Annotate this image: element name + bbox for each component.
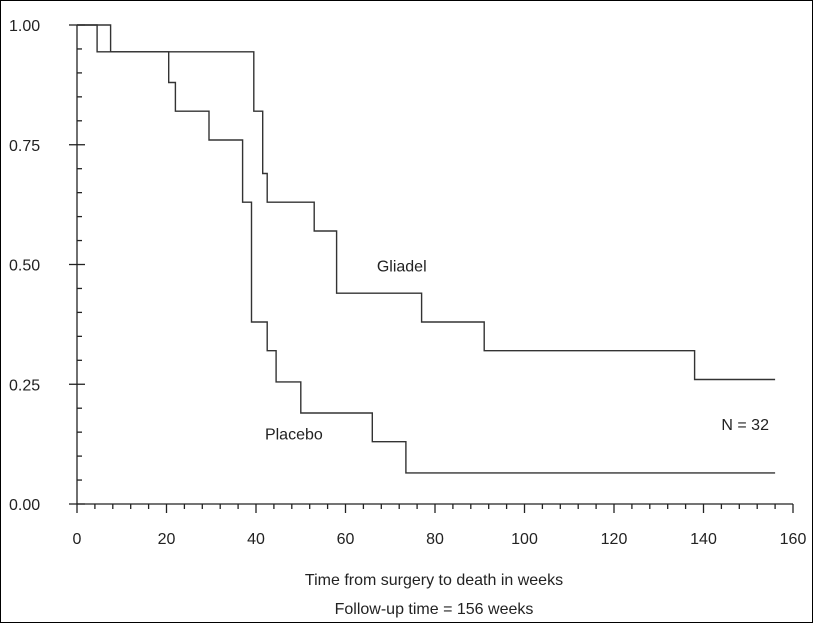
- x-tick-label: 40: [247, 531, 265, 548]
- series-line-placebo: [77, 24, 776, 474]
- x-tick-label: 20: [158, 531, 176, 548]
- y-tick-label: 0.75: [9, 138, 40, 155]
- y-tick-label: 0.50: [9, 258, 40, 275]
- x-tick-label: 160: [780, 531, 807, 548]
- annotation-0: Gliadel: [377, 259, 427, 276]
- y-tick-label: 0.00: [9, 497, 40, 514]
- followup-caption: Follow-up time = 156 weeks: [335, 601, 534, 618]
- annotations: Gliadel Placebo N = 32: [265, 259, 769, 444]
- annotation-2: N = 32: [721, 417, 769, 434]
- y-tick-label: 0.25: [9, 377, 40, 394]
- series-line-gliadel: [77, 24, 776, 381]
- x-tick-label: 120: [601, 531, 628, 548]
- x-tick-label: 0: [73, 531, 82, 548]
- x-tick-label: 60: [337, 531, 355, 548]
- x-tick-label: 80: [426, 531, 444, 548]
- curves: [77, 24, 776, 474]
- x-tick-label: 140: [690, 531, 717, 548]
- x-axis-label: Time from surgery to death in weeks: [305, 572, 563, 589]
- axes: 0 20 40 60 80 100 120 140 160 0.00 0.25 0.50 0.75 1.0…: [9, 18, 806, 548]
- x-tick-label: 100: [511, 531, 538, 548]
- annotation-1: Placebo: [265, 426, 323, 443]
- y-tick-label: 1.00: [9, 18, 40, 35]
